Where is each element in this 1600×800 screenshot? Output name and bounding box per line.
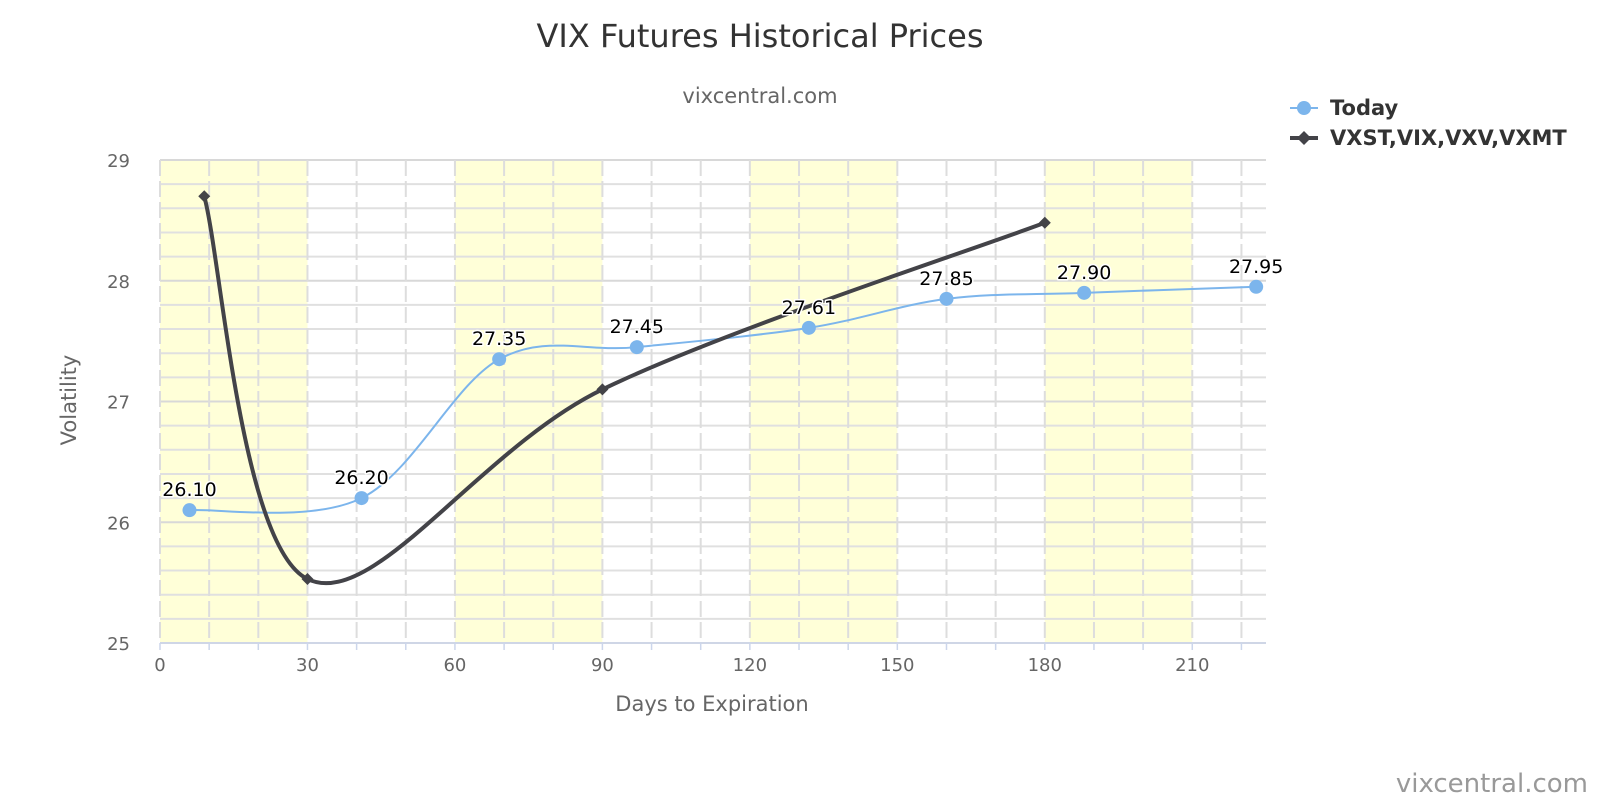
legend-marker: [1297, 131, 1311, 145]
y-axis-title: Volatility: [57, 355, 81, 446]
axes: [159, 642, 1266, 650]
point-marker: [182, 503, 197, 518]
data-label: 27.61: [782, 297, 836, 319]
x-tick-label: 0: [154, 655, 165, 676]
legend: Today VXST,VIX,VXV,VXMT: [1290, 96, 1567, 150]
y-tick-label: 25: [107, 634, 130, 655]
y-tick-label: 29: [107, 151, 130, 172]
data-label: 26.20: [334, 467, 388, 489]
x-tick-label: 30: [296, 655, 319, 676]
series-layer: [182, 190, 1264, 586]
data-labels-layer: 26.10 26.20 27.35 27.45 27.61 27.85 27.90 27.95: [161, 254, 1285, 502]
diamond-marker: [1038, 216, 1051, 229]
data-label: 27.95: [1229, 256, 1283, 278]
point-marker: [492, 352, 507, 367]
diamond-marker: [198, 190, 211, 203]
grid-lines: [159, 159, 1266, 644]
x-tick-label: 150: [880, 655, 914, 676]
legend-marker: [1297, 101, 1311, 115]
diamond-marker: [596, 383, 609, 396]
y-tick-label: 27: [107, 393, 130, 414]
series-line-1: [202, 195, 1046, 586]
x-tick-label: 60: [443, 655, 466, 676]
x-tick-labels: 0 30 60 90 120 150 180 210: [154, 655, 1209, 676]
legend-label: Today: [1330, 96, 1399, 120]
x-axis-title: Days to Expiration: [615, 692, 808, 716]
data-label: 27.85: [919, 268, 973, 290]
x-tick-label: 120: [733, 655, 767, 676]
legend-label: VXST,VIX,VXV,VXMT: [1330, 126, 1567, 150]
diamond-marker: [301, 573, 314, 586]
point-marker: [354, 491, 369, 506]
point-marker: [939, 291, 954, 306]
chart-subtitle: vixcentral.com: [682, 84, 837, 108]
y-tick-label: 28: [107, 272, 130, 293]
point-marker: [629, 340, 644, 355]
data-label: 26.10: [162, 479, 216, 501]
data-label: 27.90: [1057, 262, 1111, 284]
point-marker: [1077, 285, 1092, 300]
point-marker: [801, 320, 816, 335]
x-tick-label: 90: [591, 655, 614, 676]
credit-text: vixcentral.com: [1396, 769, 1588, 799]
point-marker: [1249, 279, 1264, 294]
x-tick-label: 180: [1028, 655, 1062, 676]
x-tick-label: 210: [1175, 655, 1209, 676]
chart-title: VIX Futures Historical Prices: [537, 17, 984, 55]
y-tick-labels: 25 26 27 28 29: [107, 151, 130, 655]
data-label: 27.45: [610, 316, 664, 338]
series-line-0: [189, 285, 1257, 514]
y-tick-label: 26: [107, 513, 130, 534]
data-label: 27.35: [472, 328, 526, 350]
